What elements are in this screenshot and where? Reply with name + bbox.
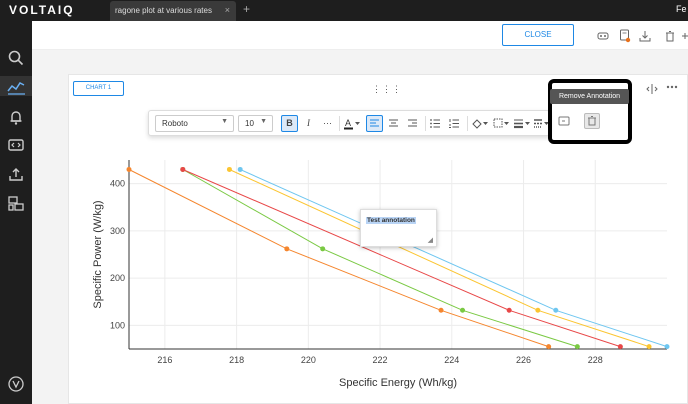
series-line-5: [239, 169, 668, 348]
x-axis-label: Specific Energy (Wh/kg): [339, 377, 457, 389]
highlight-box: [548, 79, 632, 144]
tab-ragone-plot[interactable]: ragone plot at various rates ×: [110, 1, 236, 21]
x-tick-label: 222: [373, 355, 388, 365]
y-tick-label: 200: [110, 273, 125, 283]
data-point: [226, 166, 232, 172]
analytics-icon[interactable]: [0, 76, 32, 96]
data-point: [237, 166, 243, 172]
voltaiq-logo-icon[interactable]: [6, 374, 26, 394]
annotation-text[interactable]: Test annotation: [366, 217, 416, 224]
drag-handle-icon[interactable]: ⋮⋮⋮: [372, 84, 402, 94]
new-tab-button[interactable]: +: [243, 2, 251, 16]
search-icon[interactable]: [6, 48, 26, 68]
font-size-value: 10: [245, 119, 254, 128]
data-point: [460, 307, 466, 313]
download-icon[interactable]: [639, 29, 651, 42]
x-tick-label: 224: [444, 355, 459, 365]
border-icon[interactable]: [491, 115, 511, 132]
save-report-icon[interactable]: [619, 29, 631, 43]
bell-icon[interactable]: [6, 107, 26, 127]
tab-label: ragone plot at various rates: [115, 6, 212, 15]
y-tick-label: 100: [110, 320, 125, 330]
ragone-chart[interactable]: 216 218 220 222 224 226 228 100 200 300 400 Specif…: [68, 140, 678, 395]
align-right-icon[interactable]: [404, 115, 421, 132]
series-line-3: [182, 169, 621, 348]
numbered-list-icon[interactable]: [446, 115, 463, 132]
data-point: [553, 307, 559, 313]
expand-icon[interactable]: [646, 84, 658, 97]
data-point: [546, 344, 552, 350]
chart-tab-chip[interactable]: CHART 1: [73, 81, 124, 96]
data-point: [646, 344, 652, 350]
align-left-icon[interactable]: [366, 115, 383, 132]
close-button[interactable]: CLOSE: [502, 24, 574, 46]
data-point: [506, 307, 512, 313]
y-tick-label: 400: [110, 179, 125, 189]
app-logo: VOLTAIQ: [9, 3, 75, 17]
series-line-2: [182, 169, 578, 348]
resize-handle-icon[interactable]: ◢: [427, 237, 433, 244]
x-tick-label: 228: [588, 355, 603, 365]
bold-button[interactable]: B: [281, 115, 298, 132]
data-point: [574, 344, 580, 350]
x-tick-label: 226: [516, 355, 531, 365]
y-tick-label: 300: [110, 226, 125, 236]
line-weight-icon[interactable]: [512, 115, 532, 132]
toolbar-divider: [339, 116, 340, 131]
vr-icon[interactable]: [597, 29, 609, 41]
text-color-button[interactable]: A: [342, 115, 362, 132]
remove-annotation-button[interactable]: [584, 113, 600, 129]
chevron-down-icon: ▼: [260, 118, 267, 125]
user-menu[interactable]: Fe: [676, 4, 687, 14]
bullet-list-icon[interactable]: [427, 115, 444, 132]
chevron-down-icon: ▼: [221, 118, 228, 125]
format-toolbar: Roboto ▼ 10 ▼ B I ··· A: [148, 110, 550, 136]
align-center-icon[interactable]: [385, 115, 402, 132]
code-icon[interactable]: [6, 135, 26, 155]
font-family-value: Roboto: [162, 119, 188, 128]
toolbar-divider: [425, 116, 426, 131]
annotation-box[interactable]: Test annotation ◢: [360, 209, 437, 247]
series-layer: [126, 166, 670, 350]
data-point: [438, 307, 444, 313]
data-point: [320, 246, 326, 252]
toolbar-divider: [467, 116, 468, 131]
line-style-icon[interactable]: [532, 115, 550, 132]
remove-annotation-tooltip: Remove Annotation: [550, 89, 629, 104]
data-point: [535, 307, 541, 313]
add-icon[interactable]: [682, 29, 688, 41]
more-icon[interactable]: [666, 82, 678, 95]
font-size-select[interactable]: 10 ▼: [238, 115, 273, 132]
data-point: [664, 344, 670, 350]
comment-icon[interactable]: [556, 113, 572, 129]
text-color-glyph: A: [345, 118, 351, 128]
tab-close-icon[interactable]: ×: [224, 5, 230, 15]
data-point: [617, 344, 623, 350]
devices-icon[interactable]: [6, 193, 26, 213]
trash-icon[interactable]: [664, 29, 676, 42]
y-axis-label: Specific Power (W/kg): [92, 200, 104, 308]
x-tick-label: 218: [229, 355, 244, 365]
italic-button[interactable]: I: [307, 118, 310, 128]
x-tick-label: 220: [301, 355, 316, 365]
fill-color-icon[interactable]: [470, 115, 490, 132]
data-point: [284, 246, 290, 252]
series-line-1: [128, 169, 549, 348]
upload-icon[interactable]: [6, 164, 26, 184]
font-family-select[interactable]: Roboto ▼: [155, 115, 234, 132]
title-bar: VOLTAIQ ragone plot at various rates × +…: [0, 0, 688, 21]
data-point: [180, 166, 186, 172]
chart-grid: [129, 160, 667, 349]
more-format-button[interactable]: ···: [323, 118, 332, 128]
sidebar: [0, 21, 32, 404]
data-point: [126, 166, 132, 172]
x-tick-label: 216: [157, 355, 172, 365]
header-toolbar: [32, 21, 688, 50]
